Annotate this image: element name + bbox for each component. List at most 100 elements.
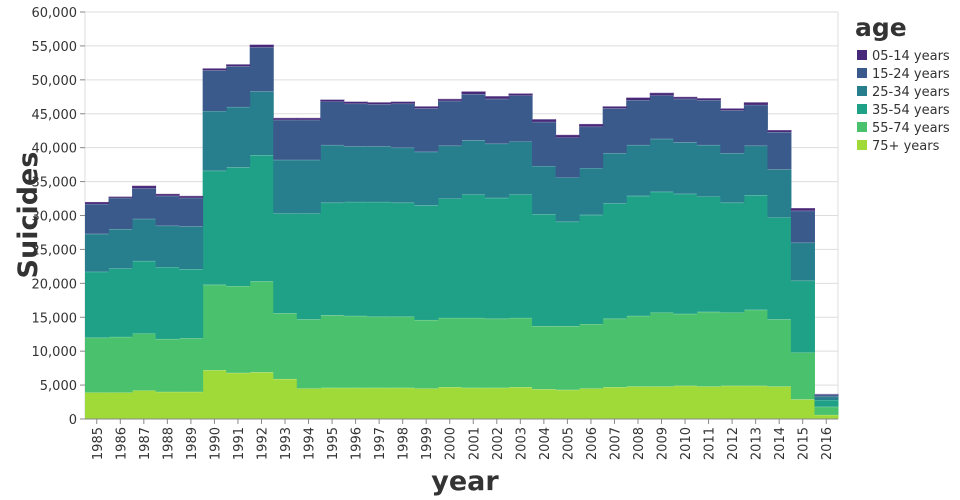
legend: age 05-14 years 15-24 years 25-34 years 35-… — [855, 13, 950, 154]
area-segment — [320, 315, 345, 388]
area-segment — [508, 93, 533, 96]
area-segment — [720, 153, 745, 203]
area-segment — [649, 312, 674, 387]
x-tick-label: 2015 — [797, 427, 812, 460]
area-segment — [179, 197, 204, 227]
series-75-years — [85, 369, 839, 419]
y-tick-label: 40,000 — [32, 142, 78, 157]
area-segment — [673, 142, 698, 194]
area-segment — [720, 110, 745, 154]
area-segment — [696, 311, 721, 387]
area-segment — [626, 97, 651, 101]
area-segment — [367, 387, 392, 419]
area-segment — [485, 197, 510, 319]
x-tick-label: 1989 — [185, 427, 200, 460]
area-segment — [85, 233, 110, 272]
area-segment — [179, 391, 204, 419]
area-marks — [85, 44, 839, 419]
x-tick-label: 2012 — [726, 427, 741, 460]
area-segment — [743, 145, 768, 196]
area-segment — [673, 96, 698, 99]
area-segment — [249, 372, 274, 419]
area-segment — [767, 169, 792, 218]
x-tick-label: 1991 — [232, 427, 247, 460]
area-segment — [343, 103, 368, 147]
area-segment — [179, 338, 204, 392]
area-segment — [461, 387, 486, 419]
x-tick-label: 2000 — [444, 427, 459, 460]
area-segment — [414, 388, 439, 419]
area-segment — [767, 319, 792, 387]
area-segment — [790, 280, 815, 353]
y-tick-label: 20,000 — [32, 277, 78, 292]
area-segment — [649, 191, 674, 313]
area-segment — [461, 94, 486, 141]
area-segment — [414, 319, 439, 389]
area-segment — [343, 201, 368, 316]
area-segment — [579, 123, 604, 127]
area-segment — [532, 165, 557, 215]
area-segment — [249, 155, 274, 282]
area-segment — [179, 195, 204, 198]
area-segment — [626, 100, 651, 145]
y-axis-title: Suicides — [13, 152, 44, 279]
area-segment — [179, 226, 204, 270]
legend-label: 05-14 years — [872, 49, 950, 64]
area-segment — [626, 315, 651, 387]
x-tick-label: 2013 — [750, 427, 765, 460]
legend-title: age — [855, 13, 907, 42]
area-segment — [179, 269, 204, 339]
y-tick-label: 15,000 — [32, 311, 78, 326]
area-segment — [296, 213, 321, 320]
legend-label: 15-24 years — [872, 67, 950, 82]
area-segment — [414, 205, 439, 320]
area-segment — [814, 394, 839, 397]
area-segment — [508, 141, 533, 195]
area-segment — [155, 225, 180, 268]
area-segment — [743, 309, 768, 386]
area-segment — [579, 214, 604, 325]
area-segment — [602, 153, 627, 204]
area-segment — [485, 318, 510, 388]
area-segment — [273, 378, 298, 419]
area-segment — [249, 91, 274, 156]
area-segment — [461, 317, 486, 388]
x-tick-label: 2011 — [703, 427, 718, 460]
area-segment — [226, 106, 251, 168]
area-segment — [132, 188, 157, 219]
legend-label: 25-34 years — [872, 85, 950, 100]
area-segment — [226, 372, 251, 419]
x-tick-label: 1985 — [91, 427, 106, 460]
area-segment — [437, 317, 462, 388]
x-tick-label: 2003 — [514, 427, 529, 460]
series-05-14-years — [85, 44, 839, 395]
area-segment — [320, 387, 345, 419]
legend-label: 55-74 years — [872, 121, 950, 136]
area-segment — [155, 267, 180, 339]
area-segment — [485, 143, 510, 198]
area-segment — [720, 202, 745, 313]
area-segment — [579, 126, 604, 169]
legend-label: 75+ years — [872, 139, 940, 154]
area-segment — [226, 64, 251, 67]
area-segment — [555, 326, 580, 390]
x-tick-label: 2010 — [679, 427, 694, 460]
legend-swatch — [857, 86, 867, 96]
y-tick-label: 60,000 — [32, 6, 78, 21]
area-segment — [320, 144, 345, 203]
area-segment — [85, 271, 110, 338]
area-segment — [461, 91, 486, 95]
x-tick-label: 1987 — [138, 427, 153, 460]
area-segment — [602, 106, 627, 109]
x-tick-label: 1999 — [420, 427, 435, 460]
area-segment — [508, 95, 533, 142]
x-tick-label: 2005 — [561, 427, 576, 460]
area-segment — [626, 144, 651, 196]
area-segment — [132, 333, 157, 391]
legend-swatch — [857, 50, 867, 60]
area-segment — [579, 324, 604, 389]
x-tick-label: 2014 — [773, 427, 788, 460]
area-segment — [390, 101, 415, 104]
area-segment — [390, 316, 415, 388]
